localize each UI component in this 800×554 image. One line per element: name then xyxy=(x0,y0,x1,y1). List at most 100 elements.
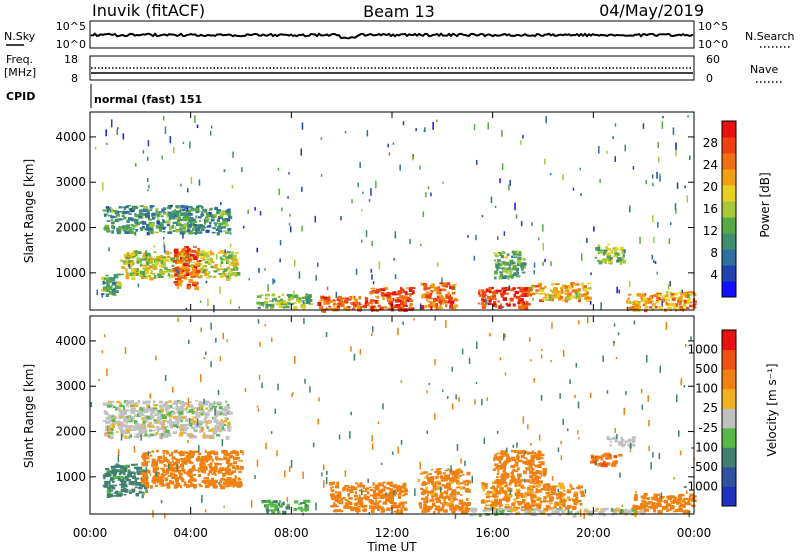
power-cell xyxy=(183,230,187,233)
velocity-cell xyxy=(240,450,243,453)
velocity-cell xyxy=(265,442,267,450)
power-cell xyxy=(513,293,516,298)
power-cell xyxy=(149,223,152,228)
power-cell xyxy=(426,287,431,290)
velocity-cell xyxy=(566,496,571,499)
power-cell xyxy=(197,276,202,279)
power-cell xyxy=(142,256,148,261)
velocity-cell xyxy=(400,490,404,493)
power-cell xyxy=(373,290,377,293)
power-cell xyxy=(599,249,602,253)
power-cell xyxy=(213,222,218,224)
velocity-cell xyxy=(132,475,136,479)
velocity-cell xyxy=(149,429,153,432)
velocity-cell xyxy=(350,488,353,491)
velocity-cell xyxy=(349,431,351,439)
power-cell xyxy=(287,298,291,302)
power-cell xyxy=(508,285,510,291)
power-cell xyxy=(587,299,590,302)
velocity-cell xyxy=(556,485,560,488)
power-cell xyxy=(522,302,526,305)
power-cell xyxy=(130,252,135,256)
power-cell xyxy=(442,300,447,304)
velocity-cell xyxy=(471,475,473,484)
velocity-cell xyxy=(397,508,400,511)
power-cell xyxy=(677,299,682,303)
power-cell xyxy=(103,213,108,216)
velocity-cell xyxy=(330,495,334,499)
power-cell xyxy=(111,289,116,293)
velocity-cell xyxy=(208,471,213,473)
velocity-cell xyxy=(539,463,544,466)
velocity-cell xyxy=(616,434,618,440)
velocity-cell xyxy=(515,507,521,509)
power-cell xyxy=(191,228,195,232)
power-cell xyxy=(438,299,443,303)
power-cell xyxy=(501,251,505,254)
power-colorbar-frame xyxy=(721,120,737,298)
velocity-colorbar-tick: 500 xyxy=(695,362,718,376)
velocity-cell xyxy=(634,494,638,498)
velocity-cell xyxy=(205,422,210,424)
velocity-cell xyxy=(143,478,149,482)
time-xticks: 00:00 04:00 08:00 12:00 16:00 20:00 00:00 xyxy=(73,112,711,540)
velocity-cell xyxy=(573,502,577,506)
velocity-cell xyxy=(439,492,444,496)
power-cell xyxy=(113,287,117,290)
velocity-cell xyxy=(228,410,231,413)
velocity-cell xyxy=(149,421,152,425)
power-cell xyxy=(172,215,177,220)
power-ylabel: Slant Range [km] xyxy=(22,159,36,263)
velocity-cell xyxy=(325,477,328,485)
station-title: Inuvik (fitACF) xyxy=(92,1,205,20)
power-cell xyxy=(612,136,614,139)
velocity-cell xyxy=(110,400,115,403)
power-cell xyxy=(386,291,391,296)
velocity-cell xyxy=(218,421,224,425)
velocity-cell xyxy=(180,420,183,423)
power-cell xyxy=(129,255,135,259)
velocity-cell xyxy=(225,400,228,404)
velocity-cell xyxy=(209,480,212,483)
power-cell xyxy=(560,291,564,295)
velocity-cell xyxy=(234,470,237,473)
power-cell xyxy=(152,212,156,216)
velocity-cell xyxy=(179,418,184,422)
velocity-cell xyxy=(332,504,337,507)
power-cell xyxy=(157,217,160,221)
power-cell xyxy=(180,204,185,209)
power-cell xyxy=(380,306,383,310)
power-cell xyxy=(188,206,193,209)
velocity-cell xyxy=(493,492,498,495)
power-cell xyxy=(531,222,533,226)
velocity-cell xyxy=(120,433,123,441)
power-cell xyxy=(106,142,108,145)
power-cell xyxy=(371,275,373,278)
velocity-cell xyxy=(577,499,582,502)
power-cell xyxy=(335,291,338,298)
power-cell xyxy=(520,263,525,267)
power-cell xyxy=(122,216,127,220)
power-cell xyxy=(555,283,560,285)
power-cell xyxy=(627,297,630,300)
velocity-cell xyxy=(374,487,379,491)
power-cell xyxy=(552,294,556,298)
power-cell xyxy=(644,305,648,310)
velocity-cell xyxy=(568,498,571,502)
power-cell xyxy=(545,298,550,301)
velocity-cell xyxy=(651,502,656,506)
velocity-cell xyxy=(514,461,519,465)
velocity-cell xyxy=(507,458,512,463)
power-cell xyxy=(120,258,123,261)
power-cell xyxy=(605,246,609,249)
power-cell xyxy=(639,236,641,244)
power-cell xyxy=(155,207,159,211)
velocity-cell xyxy=(535,496,540,499)
power-cell xyxy=(513,256,518,259)
power-cell xyxy=(147,140,150,147)
power-cell xyxy=(193,246,197,248)
velocity-cell xyxy=(164,375,167,381)
velocity-cell xyxy=(194,415,198,420)
velocity-cell xyxy=(516,493,520,498)
power-cell xyxy=(135,273,139,276)
